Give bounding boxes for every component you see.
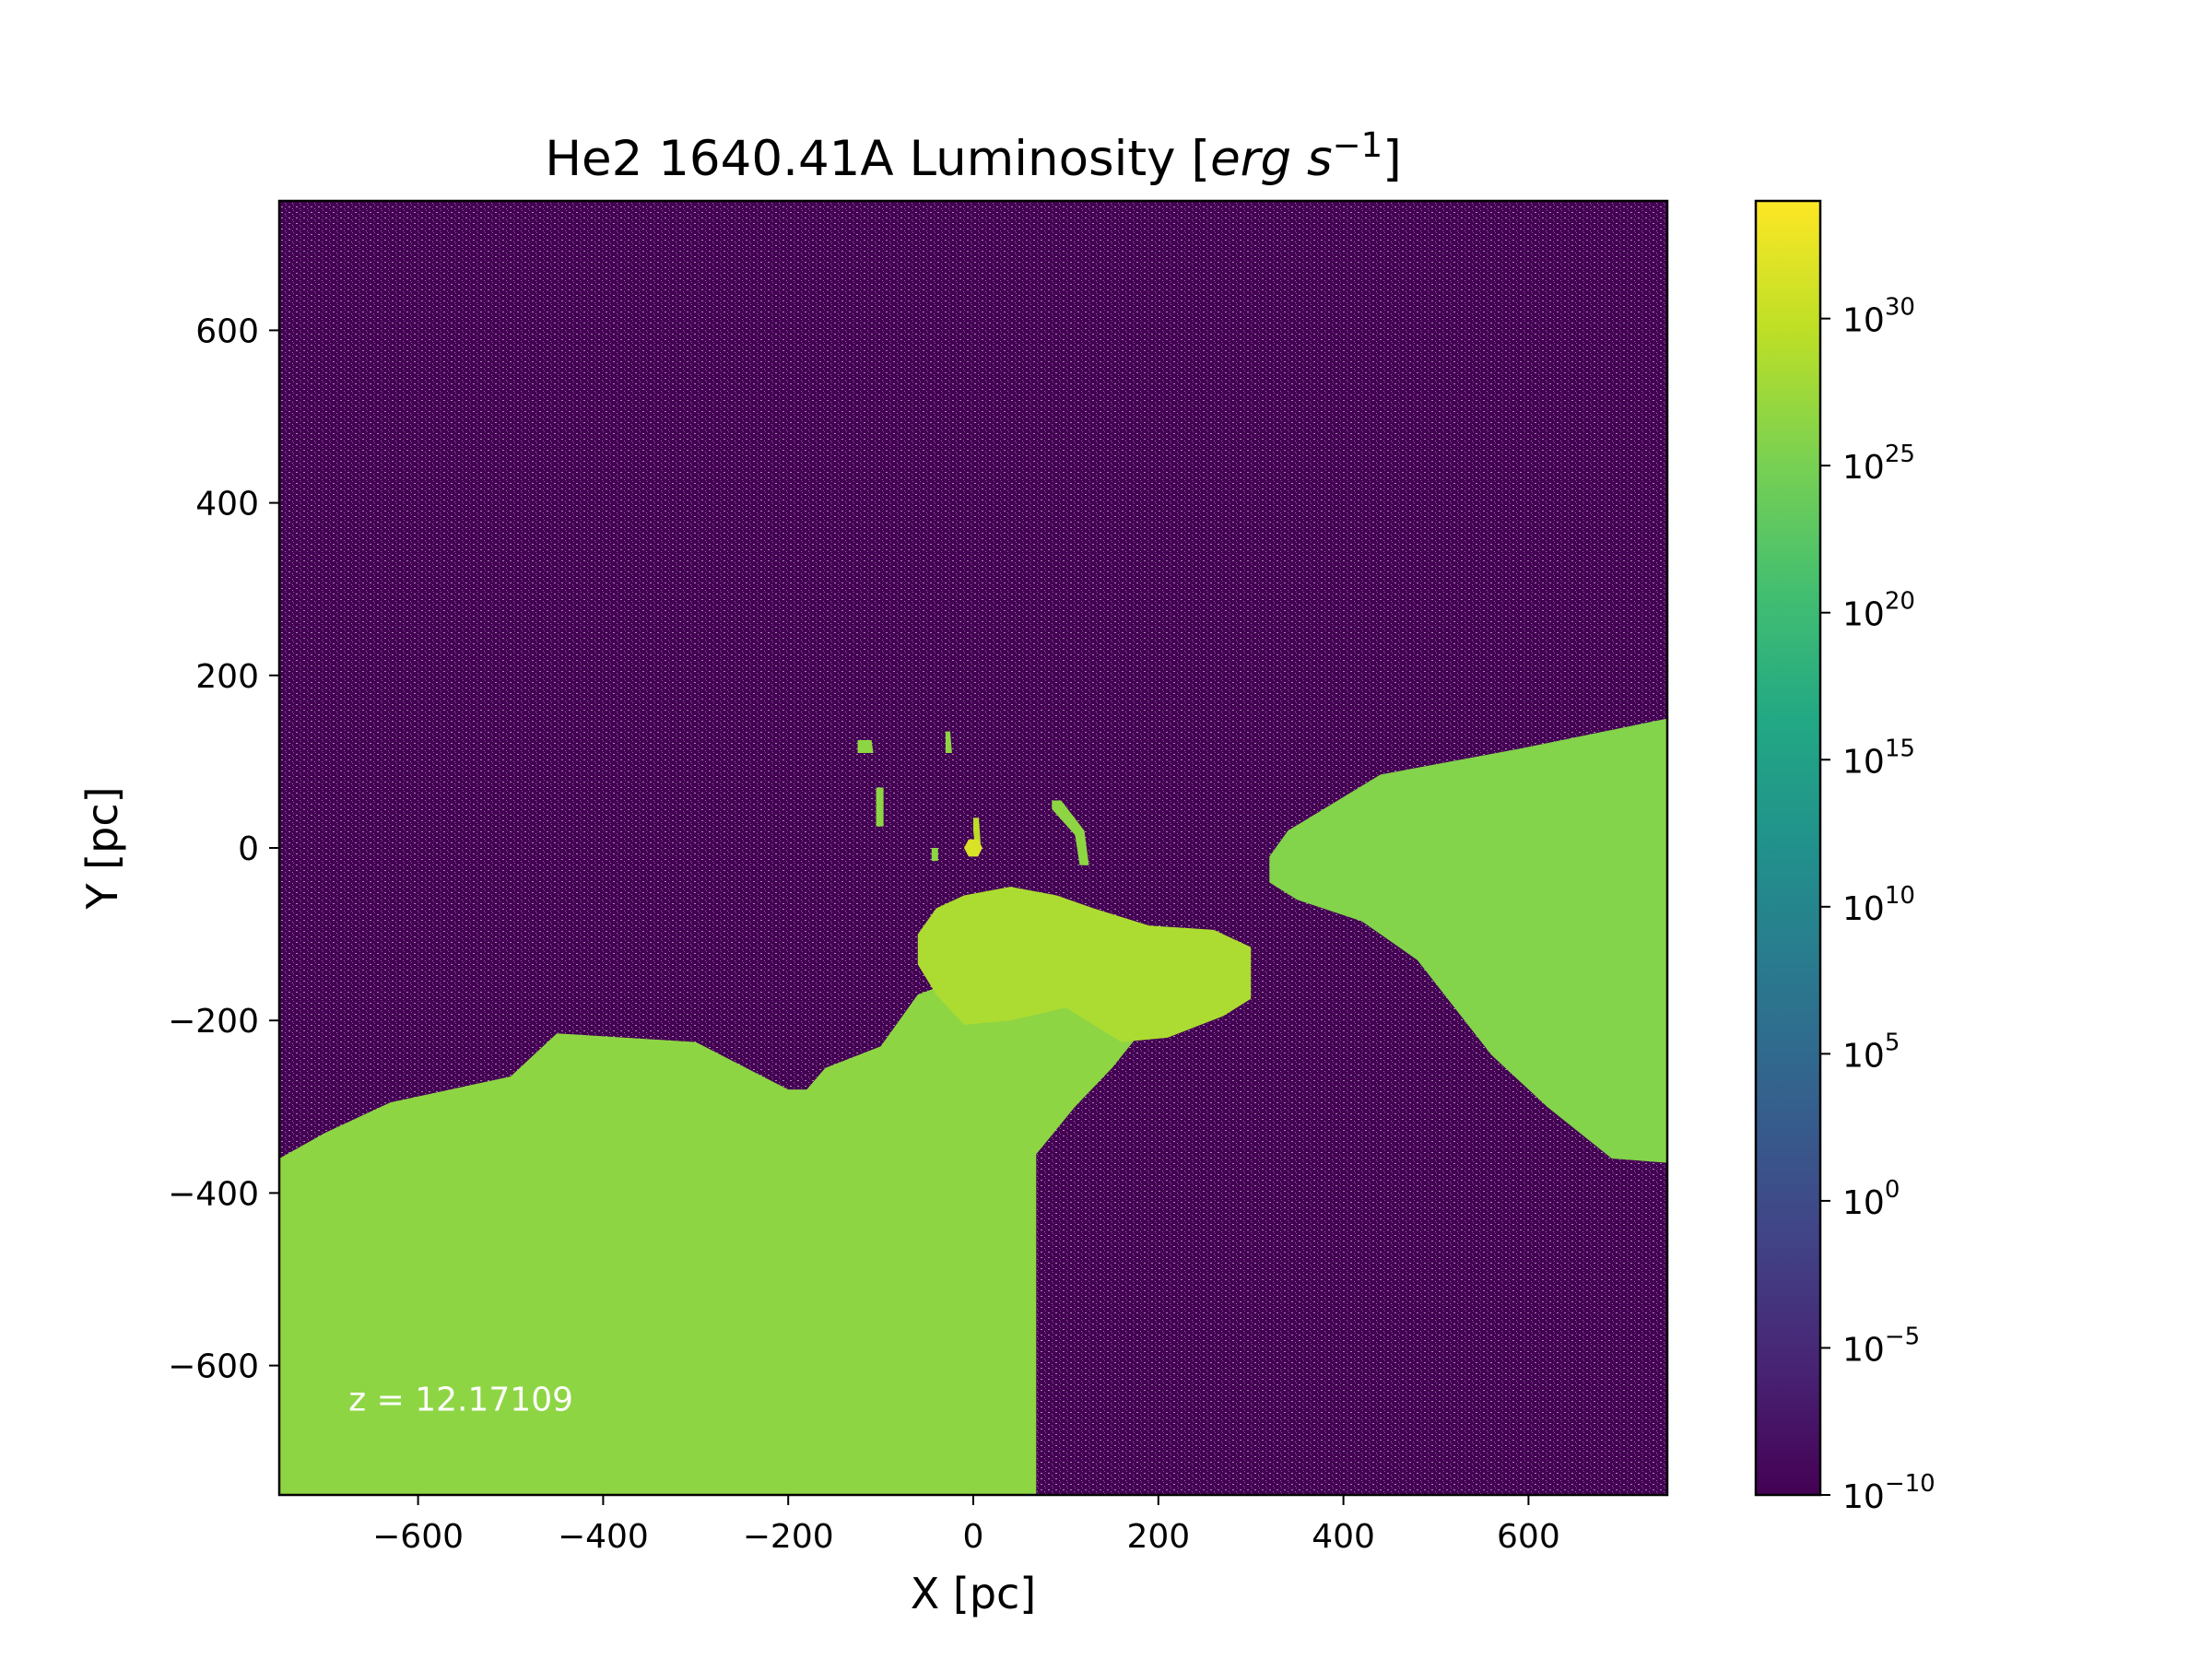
x-tick-label: −600 bbox=[372, 1518, 464, 1556]
colorbar-tick-label: 1015 bbox=[1842, 735, 1915, 781]
colorbar-gradient bbox=[1756, 201, 1820, 1495]
redshift-annotation: z = 12.17109 bbox=[348, 1381, 573, 1418]
colorbar-tick-label: 1025 bbox=[1842, 441, 1915, 487]
colorbar-ticks: 10−10 10−5 100 105 1010 1015 1020 1025 1030 bbox=[1820, 294, 1936, 1516]
x-tick-label: 0 bbox=[963, 1518, 984, 1556]
colorbar-tick-label: 1010 bbox=[1842, 882, 1915, 928]
region-knot-left-bar bbox=[876, 787, 884, 827]
region-knot-center bbox=[964, 839, 982, 857]
plot-area: z = 12.17109 bbox=[279, 201, 1667, 1495]
x-tick-label: −400 bbox=[558, 1518, 649, 1556]
region-central-blob bbox=[917, 887, 1252, 1042]
x-axis-label: X [pc] bbox=[911, 1569, 1037, 1618]
y-axis: −600 −400 −200 0 200 400 600 bbox=[168, 312, 279, 1386]
y-tick-label: −600 bbox=[168, 1348, 259, 1386]
region-knot-small-left bbox=[931, 848, 938, 861]
colorbar-tick-label: 105 bbox=[1842, 1029, 1900, 1075]
x-tick-label: 600 bbox=[1497, 1518, 1560, 1556]
title-unit: erg s bbox=[1210, 131, 1333, 187]
y-tick-label: −200 bbox=[168, 1003, 259, 1041]
region-knot-upper-left bbox=[857, 740, 874, 753]
colorbar-frame bbox=[1754, 199, 1822, 1497]
region-knot-right-arc bbox=[1052, 800, 1089, 865]
colorbar-tick-label: 1020 bbox=[1842, 588, 1915, 634]
y-tick-label: −400 bbox=[168, 1175, 259, 1213]
title-main: He2 1640.41A Luminosity [ bbox=[545, 131, 1210, 187]
region-lower-left-emission bbox=[279, 977, 1154, 1495]
region-right-wedge bbox=[1269, 718, 1667, 1163]
y-tick-label: 400 bbox=[195, 486, 259, 524]
y-tick-label: 0 bbox=[238, 830, 259, 868]
y-axis-label: Y [pc] bbox=[77, 786, 127, 910]
colorbar: 10−10 10−5 100 105 1010 1015 1020 1025 1030 bbox=[1754, 199, 1936, 1516]
title-close: ] bbox=[1382, 131, 1402, 187]
chart-title: He2 1640.41A Luminosity [erg s−1] bbox=[545, 125, 1402, 187]
colorbar-tick-label: 100 bbox=[1842, 1176, 1900, 1222]
region-knot-upper-mid bbox=[945, 731, 952, 753]
colorbar-tick-label: 1030 bbox=[1842, 294, 1915, 340]
colorbar-tick-label: 10−10 bbox=[1842, 1470, 1936, 1516]
x-tick-label: 400 bbox=[1312, 1518, 1375, 1556]
emission-regions bbox=[279, 718, 1667, 1495]
x-tick-label: 200 bbox=[1126, 1518, 1190, 1556]
title-exp: −1 bbox=[1333, 125, 1383, 165]
y-tick-label: 200 bbox=[195, 658, 259, 696]
y-tick-label: 600 bbox=[195, 312, 259, 350]
x-axis: −600 −400 −200 0 200 400 600 bbox=[372, 1495, 1560, 1556]
x-tick-label: −200 bbox=[743, 1518, 834, 1556]
colorbar-tick-label: 10−5 bbox=[1842, 1323, 1920, 1369]
